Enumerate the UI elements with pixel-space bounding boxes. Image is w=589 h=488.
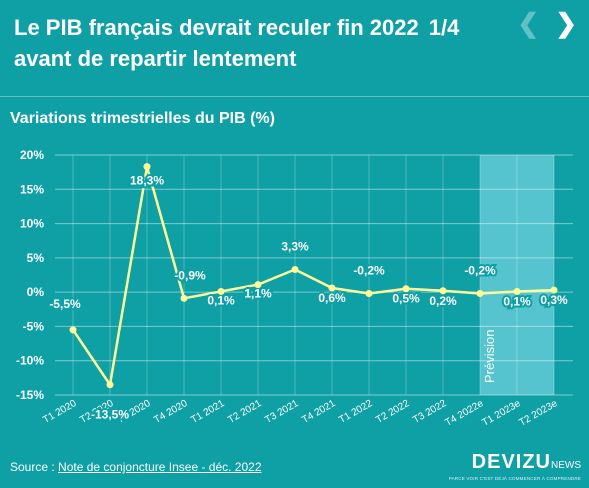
brand-tagline: PARCE VOIR C'EST DÉJÀ COMMENCER À COMPRE… [448,476,581,481]
data-label: 0,1% [207,293,235,307]
data-point [402,285,410,293]
x-tick-label: T1 2022 [337,398,375,426]
data-point [550,286,558,294]
data-label: 0,2% [429,294,457,308]
data-point [106,381,114,389]
data-point [143,163,151,171]
divider [0,96,589,97]
source-note: Source : Note de conjoncture Insee - déc… [10,460,262,474]
forecast-band [480,155,554,395]
page-title: Le PIB français devrait reculer fin 2022… [14,12,514,74]
data-label: -13,5% [91,408,129,422]
data-label: 1,1% [244,287,272,301]
carousel-nav: ❮ ❯ [517,10,577,36]
x-tick-label: T2 2022 [374,398,412,426]
chevron-right-icon[interactable]: ❯ [555,8,577,38]
data-point [254,281,262,289]
title-line-1: Le PIB français devrait reculer fin 2022 [14,15,419,40]
brand-logo: DEVIZUNEWS PARCE VOIR C'EST DÉJÀ COMMENC… [449,452,581,481]
page-indicator: 1/4 [428,15,460,40]
data-label: -5,5% [49,297,81,311]
x-tick-label: T1 2023e [480,398,522,429]
data-point [217,287,225,295]
data-point [180,294,188,302]
x-tick-label: T2 2023e [517,398,559,429]
data-point [328,284,336,292]
data-label: 0,1% [503,294,531,308]
data-label: 3,3% [281,240,309,254]
gdp-series-line [71,165,555,386]
y-tick-label: 20% [20,148,44,162]
data-point [439,287,447,295]
y-tick-label: 5% [27,251,45,265]
source-link[interactable]: Note de conjoncture Insee - déc. 2022 [58,460,262,474]
data-point [513,287,521,295]
gdp-line-chart: 20%15%10%5%0%-5%-10%-15%T1 2020 T2 2020 T3… [16,148,573,429]
data-point [476,290,484,298]
source-prefix: Source : [10,460,59,474]
title-line-2: avant de repartir lentement [14,46,297,71]
x-tick-label: T4 2020 [152,398,190,426]
data-label: -0,2% [464,264,496,278]
y-tick-label: -5% [23,319,45,333]
data-point [365,290,373,298]
chart-title: Variations trimestrielles du PIB (%) [10,110,275,127]
y-tick-label: 0% [27,285,45,299]
data-label: -0,2% [353,264,385,278]
data-label: 0,3% [540,293,568,307]
brand-name: DEVIZU [471,451,551,473]
brand-suffix: NEWS [551,460,581,471]
data-label: 18,3% [130,174,164,188]
y-tick-label: 15% [20,182,44,196]
x-tick-label: T3 2021 [263,398,301,426]
x-tick-label: T1 2021 [189,398,227,426]
forecast-label: Prévision [482,330,497,383]
y-tick-label: 10% [20,217,44,231]
x-tick-label: T4 2022e [443,398,485,429]
data-point [69,326,77,334]
data-point [291,266,299,274]
x-tick-label: T3 2022 [411,398,449,426]
x-tick-label: T2 2021 [226,398,264,426]
data-label: -0,9% [174,268,206,282]
x-tick-label: T4 2021 [300,398,338,426]
y-tick-label: -10% [16,354,44,368]
data-label: 0,5% [392,292,420,306]
chevron-left-icon[interactable]: ❮ [517,8,540,38]
x-tick-label: T1 2020 [41,398,79,426]
data-label: 0,6% [318,291,346,305]
y-tick-label: -15% [16,388,44,402]
